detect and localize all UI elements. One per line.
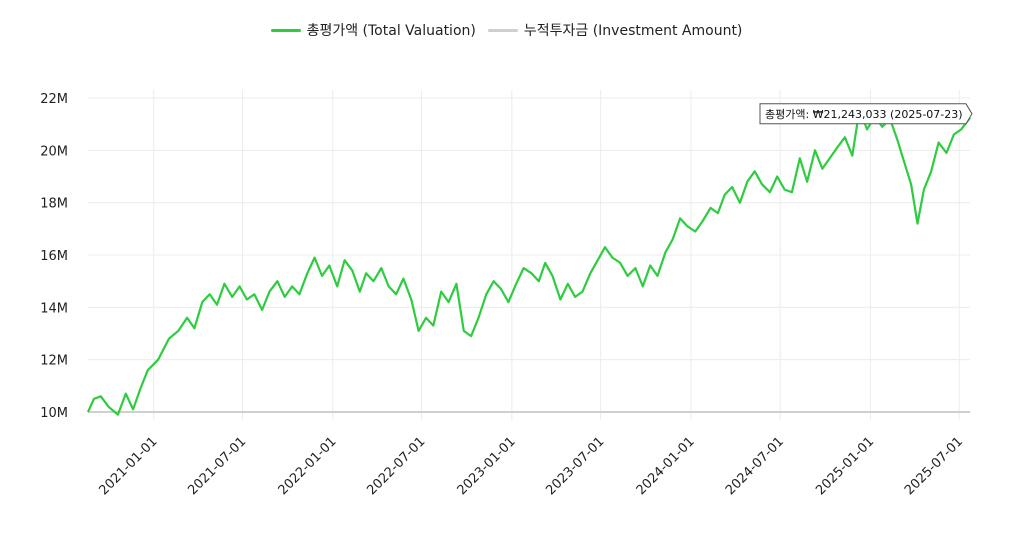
y-tick-label: 18M (40, 197, 68, 212)
x-tick-label: 2025-07-01 (902, 434, 966, 498)
x-tick-label: 2023-01-01 (455, 434, 519, 498)
x-tick-label: 2021-01-01 (97, 434, 161, 498)
axes: 10M 12M 14M 16M 18M 20M 22M 2021-01-01 2021-07-0… (40, 92, 966, 498)
x-tick-label: 2025-01-01 (813, 434, 877, 498)
legend: 총평가액 (Total Valuation) 누적투자금 (Investment… (0, 20, 1013, 40)
x-tick-label: 2024-07-01 (723, 434, 787, 498)
y-tick-label: 12M (40, 354, 68, 369)
legend-swatch-total-valuation (270, 28, 301, 32)
legend-item-investment-amount[interactable]: 누적투자금 (Investment Amount) (487, 20, 743, 40)
legend-item-total-valuation[interactable]: 총평가액 (Total Valuation) (270, 20, 476, 40)
tooltip-box (759, 103, 973, 125)
tooltip: 총평가액: ₩21,243,033 (2025-07-23) (759, 103, 973, 125)
y-tick-label: 16M (40, 249, 68, 264)
y-tick-label: 10M (40, 406, 68, 421)
legend-swatch-investment-amount (487, 28, 518, 32)
x-tick-label: 2022-01-01 (276, 434, 340, 498)
y-tick-label: 20M (40, 144, 68, 159)
y-tick-label: 22M (40, 92, 68, 107)
legend-label-total-valuation: 총평가액 (Total Valuation) (306, 23, 476, 39)
legend-label-investment-amount: 누적투자금 (Investment Amount) (523, 23, 743, 39)
y-tick-label: 14M (40, 301, 68, 316)
x-tick-label: 2021-07-01 (185, 434, 249, 498)
x-tick-label: 2023-07-01 (543, 434, 607, 498)
grid (88, 90, 970, 420)
series (86, 107, 971, 416)
series-line-total-valuation[interactable] (86, 107, 971, 416)
x-tick-label: 2022-07-01 (364, 434, 428, 498)
tooltip-text: 총평가액: ₩21,243,033 (2025-07-23) (765, 108, 963, 121)
x-tick-label: 2024-01-01 (634, 434, 698, 498)
